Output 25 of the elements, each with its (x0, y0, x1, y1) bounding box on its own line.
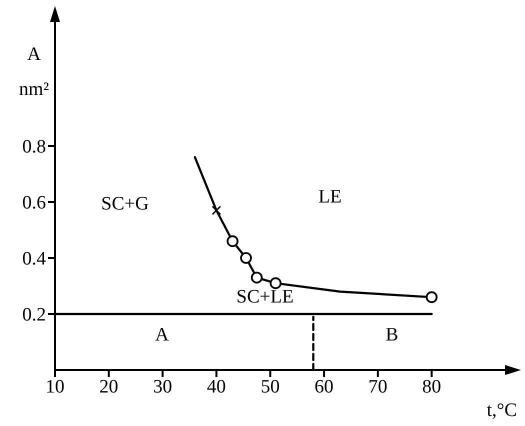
x-tick-label: 10 (46, 376, 64, 398)
annotation: A (155, 324, 170, 346)
x-tick-label: 40 (206, 376, 226, 398)
point (270, 277, 282, 290)
point (212, 206, 222, 216)
annotation: SC+LE (236, 286, 294, 308)
x-tick-label: 70 (368, 376, 388, 398)
point (226, 235, 238, 248)
y-tick-label: 0.8 (22, 136, 46, 158)
y-axis-title: A nm² (19, 44, 50, 100)
point (240, 252, 252, 264)
point (250, 272, 263, 284)
annotation: LE (318, 186, 342, 208)
y-tick-label: 0.2 (22, 304, 46, 326)
annotation: B (386, 324, 398, 346)
x-tick-label: 20 (99, 376, 118, 398)
x-tick-label: 50 (260, 376, 280, 398)
x-tick-label: 30 (153, 376, 172, 398)
x-axis-title: t,°C (486, 400, 517, 421)
annotation: SC+G (101, 193, 150, 214)
point (426, 291, 438, 304)
x-tick-label: 60 (314, 376, 334, 398)
y-tick-label: 0.4 (22, 248, 46, 270)
x-tick-label: 80 (422, 376, 442, 398)
y-tick-label: 0.6 (22, 192, 46, 214)
